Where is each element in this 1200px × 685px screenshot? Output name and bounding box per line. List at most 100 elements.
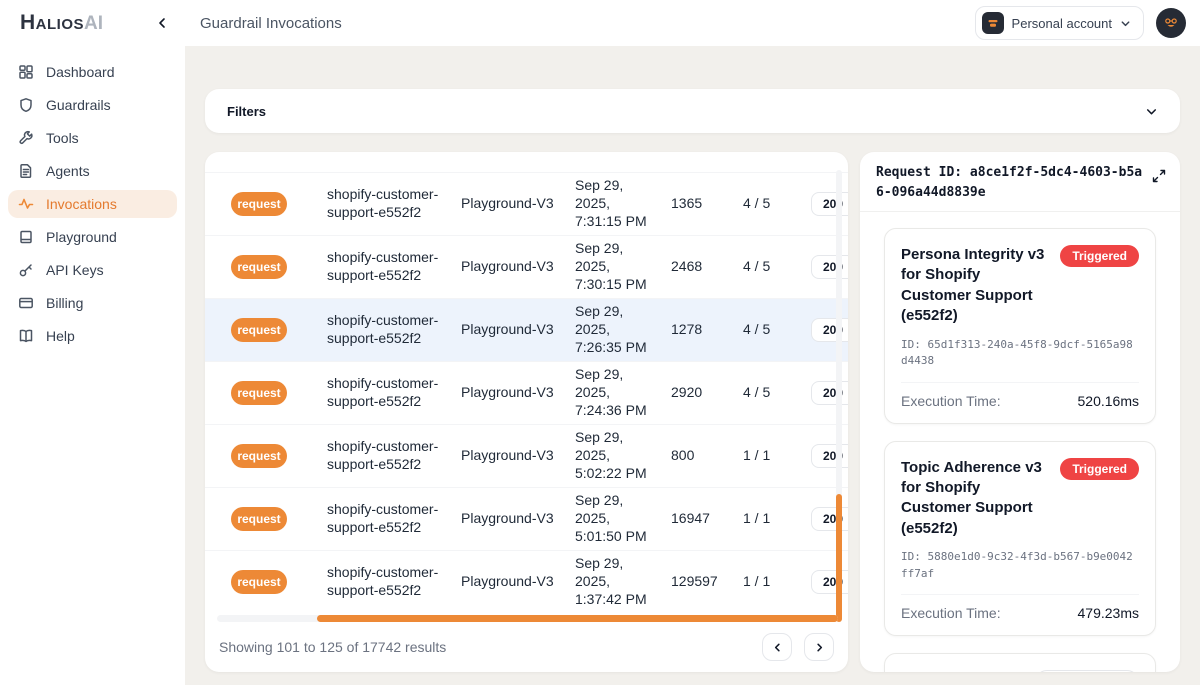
brand-logo[interactable]: Halios AI [0, 11, 148, 35]
brand-logo-primary: Halios [20, 11, 85, 34]
account-label: Personal account [1011, 15, 1112, 31]
horizontal-scrollbar-thumb[interactable] [317, 615, 838, 622]
table-row[interactable]: request shopify-customer-support-e552f2 … [205, 487, 848, 550]
next-page-button[interactable] [804, 633, 834, 661]
request-type-badge: request [231, 255, 287, 279]
previous-page-button[interactable] [762, 633, 792, 661]
timestamp: Sep 29, 2025, 5:01:50 PM [575, 492, 647, 544]
filters-panel-toggle[interactable]: Filters [205, 89, 1180, 133]
request-type-badge: request [231, 318, 287, 342]
sidebar-item-label: Billing [46, 295, 84, 311]
sidebar-item-invocations[interactable]: Invocations [8, 190, 177, 218]
chevron-left-icon [772, 642, 783, 653]
user-avatar[interactable] [1156, 8, 1186, 38]
sidebar-collapse-button[interactable] [150, 11, 174, 35]
sidebar-item-tools[interactable]: Tools [8, 124, 177, 152]
status-code-badge: 200 [811, 507, 848, 531]
timestamp: Sep 29, 2025, 7:24:36 PM [575, 366, 647, 418]
table-row[interactable]: request shopify-customer-support-e552f2 … [205, 361, 848, 424]
sidebar-item-agents[interactable]: Agents [8, 157, 177, 185]
sidebar-item-label: Help [46, 328, 75, 344]
agent-name: shopify-customer-support-e552f2 [327, 312, 439, 346]
table-footer: Showing 101 to 125 of 17742 results [205, 622, 848, 672]
guardrail-title: Tool Manifest Validation v1 for Shopify … [901, 670, 1025, 672]
trigger-status-badge: Triggered [1060, 457, 1139, 480]
sidebar-item-billing[interactable]: Billing [8, 289, 177, 317]
invocations-table: request shopify-customer-support-e552f2 … [205, 152, 848, 613]
agent-name: shopify-customer-support-e552f2 [327, 186, 439, 220]
detail-panel-header: Request ID: a8ce1f2f-5dc4-4603-b5a6-096a… [860, 152, 1180, 212]
sidebar-item-help[interactable]: Help [8, 322, 177, 350]
agent-name: shopify-customer-support-e552f2 [327, 564, 439, 598]
guardrail-ratio: 4 / 5 [743, 321, 771, 338]
expand-diagonal-icon[interactable] [1152, 169, 1166, 183]
table-row[interactable]: request shopify-customer-support-e552f2 … [205, 298, 848, 361]
token-count: 1278 [671, 321, 703, 338]
sidebar-item-api-keys[interactable]: API Keys [8, 256, 177, 284]
status-code-badge: 200 [811, 381, 848, 405]
gateway-name: Playground-V3 [461, 258, 554, 275]
status-code-badge: 200 [811, 444, 848, 468]
request-type-badge: request [231, 192, 287, 216]
invocations-table-card: request shopify-customer-support-e552f2 … [205, 152, 848, 672]
credit-card-icon [18, 295, 34, 311]
sidebar-item-label: Playground [46, 229, 117, 245]
wrench-icon [18, 130, 34, 146]
agent-name: shopify-customer-support-e552f2 [327, 438, 439, 472]
status-code-badge: 200 [811, 192, 848, 216]
table-row[interactable]: request shopify-customer-support-e552f2 … [205, 550, 848, 613]
request-type-badge: request [231, 444, 287, 468]
sidebar-item-guardrails[interactable]: Guardrails [8, 91, 177, 119]
top-bar: Halios AI Guardrail Invocations Personal … [0, 0, 1200, 46]
table-row[interactable]: request shopify-customer-support-e552f2 … [205, 424, 848, 487]
divider [901, 381, 1139, 383]
sidebar-item-label: Tools [46, 130, 79, 146]
vertical-scrollbar-thumb[interactable] [836, 494, 842, 622]
guardrail-title: Topic Adherence v3 for Shopify Customer … [901, 458, 1042, 537]
guardrail-result-card[interactable]: Tool Manifest Validation v1 for Shopify … [884, 653, 1156, 672]
token-count: 16947 [671, 510, 710, 527]
guardrail-ratio: 4 / 5 [743, 258, 771, 275]
activity-pulse-icon [18, 196, 34, 212]
table-row[interactable]: request shopify-customer-support-e552f2 … [205, 235, 848, 298]
execution-time-value: 479.23ms [1077, 605, 1139, 622]
timestamp: Sep 29, 2025, 7:30:15 PM [575, 240, 647, 292]
trigger-status-badge: Triggered [1060, 245, 1139, 267]
sidebar-item-playground[interactable]: Playground [8, 223, 177, 251]
agent-name: shopify-customer-support-e552f2 [327, 375, 439, 409]
request-detail-panel: Request ID: a8ce1f2f-5dc4-4603-b5a6-096a… [860, 152, 1180, 672]
request-id: Request ID: a8ce1f2f-5dc4-4603-b5a6-096a… [876, 165, 1143, 200]
request-type-badge: request [231, 381, 287, 405]
guardrail-result-card[interactable]: Topic Adherence v3 for Shopify Customer … [884, 440, 1156, 637]
agent-name: shopify-customer-support-e552f2 [327, 249, 439, 283]
token-count: 129597 [671, 573, 718, 590]
agent-name: shopify-customer-support-e552f2 [327, 501, 439, 535]
chevron-left-icon [156, 17, 168, 29]
gateway-name: Playground-V3 [461, 321, 554, 338]
table-row[interactable]: request shopify-customer-support-e552f2 … [205, 172, 848, 235]
key-icon [18, 262, 34, 278]
request-type-badge: request [231, 570, 287, 594]
guardrail-id: ID: 65d1f313-240a-45f8-9dcf-5165a98d4438 [901, 337, 1133, 368]
guardrail-id: ID: 5880e1d0-9c32-4f3d-b567-b9e0042ff7af [901, 550, 1133, 580]
sidebar-item-label: API Keys [46, 262, 104, 278]
results-summary: Showing 101 to 125 of 17742 results [219, 639, 447, 655]
gateway-name: Playground-V3 [461, 573, 554, 590]
shield-icon [18, 97, 34, 113]
pagination [762, 633, 834, 661]
token-count: 2468 [671, 258, 703, 275]
gateway-name: Playground-V3 [461, 195, 554, 212]
document-icon [18, 163, 34, 179]
guardrail-ratio: 4 / 5 [743, 384, 771, 401]
vertical-scrollbar-track[interactable] [836, 170, 842, 622]
sidebar-item-dashboard[interactable]: Dashboard [8, 58, 177, 86]
status-code-badge: 200 [811, 570, 848, 594]
guardrail-title: Persona Integrity v3 for Shopify Custome… [901, 246, 1045, 325]
status-code-badge: 200 [811, 318, 848, 342]
guardrail-result-card[interactable]: Persona Integrity v3 for Shopify Custome… [884, 228, 1156, 424]
execution-time-row: Execution Time: 520.16ms [901, 393, 1139, 409]
sidebar-item-label: Dashboard [46, 64, 115, 80]
guardrail-ratio: 4 / 5 [743, 195, 771, 212]
book-icon [18, 328, 34, 344]
account-switcher-button[interactable]: Personal account [974, 6, 1144, 40]
